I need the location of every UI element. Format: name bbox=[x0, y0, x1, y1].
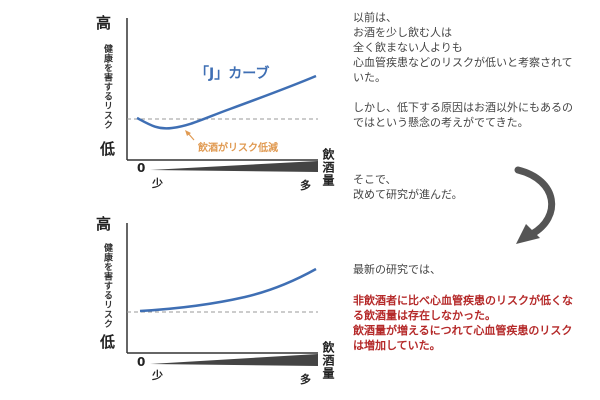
x-few-label: 少 bbox=[152, 369, 163, 382]
risk-low-label: 低 bbox=[100, 333, 116, 351]
x-many-label: 多 bbox=[300, 373, 311, 386]
curved-arrow-icon bbox=[514, 166, 556, 244]
research-paragraph: そこで、 改めて研究が進んだ。 bbox=[353, 173, 463, 201]
j-curve-line bbox=[136, 74, 317, 130]
x-axis-label: 飲酒量 bbox=[321, 341, 335, 380]
drinking-amount-wedge bbox=[150, 161, 318, 172]
concern-paragraph: しかし、低下する原因はお酒以外にもあるのではという懸念の考えがでてきた。 bbox=[353, 101, 573, 129]
x-axis-label: 飲酒量 bbox=[321, 148, 335, 187]
x-few-label: 少 bbox=[152, 177, 163, 190]
risk-high-label: 高 bbox=[96, 215, 112, 233]
j-curve-chart-svg bbox=[126, 18, 318, 172]
latest-research-chart: 高 低 健康を害するリスク 0 少 多 飲酒量 bbox=[0, 205, 340, 400]
j-curve-label: 「J」カーブ bbox=[195, 66, 270, 82]
findings-paragraph: 非飲酒者に比べ心血管疾患のリスクが低くなる飲酒量は存在しなかった。 飲酒量が増え… bbox=[353, 294, 573, 352]
y-axis-label: 健康を害するリスク bbox=[102, 243, 112, 329]
risk-reduction-annotation: 飲酒がリスク低減 bbox=[198, 143, 278, 154]
j-curve-chart: 高 低 健康を害するリスク 0 少 多 飲酒量 「J」カーブ 飲酒がリスク低減 bbox=[0, 0, 340, 200]
drinking-amount-wedge bbox=[150, 354, 318, 366]
curved-arrow bbox=[510, 162, 570, 252]
risk-low-label: 低 bbox=[100, 140, 116, 158]
latest-research-intro: 最新の研究では、 bbox=[353, 263, 441, 276]
annotation-arrowhead bbox=[185, 130, 191, 136]
intro-paragraph: 以前は、 お酒を少し飲む人は 全く飲まない人よりも 心血管疾患などのリスクが低い… bbox=[353, 11, 573, 84]
x-zero-label: 0 bbox=[137, 161, 146, 175]
rising-risk-line bbox=[139, 267, 317, 313]
risk-high-label: 高 bbox=[96, 14, 112, 32]
latest-research-chart-svg bbox=[126, 223, 318, 366]
y-axis-label: 健康を害するリスク bbox=[102, 44, 112, 130]
x-many-label: 多 bbox=[300, 179, 311, 192]
x-zero-label: 0 bbox=[137, 355, 146, 369]
